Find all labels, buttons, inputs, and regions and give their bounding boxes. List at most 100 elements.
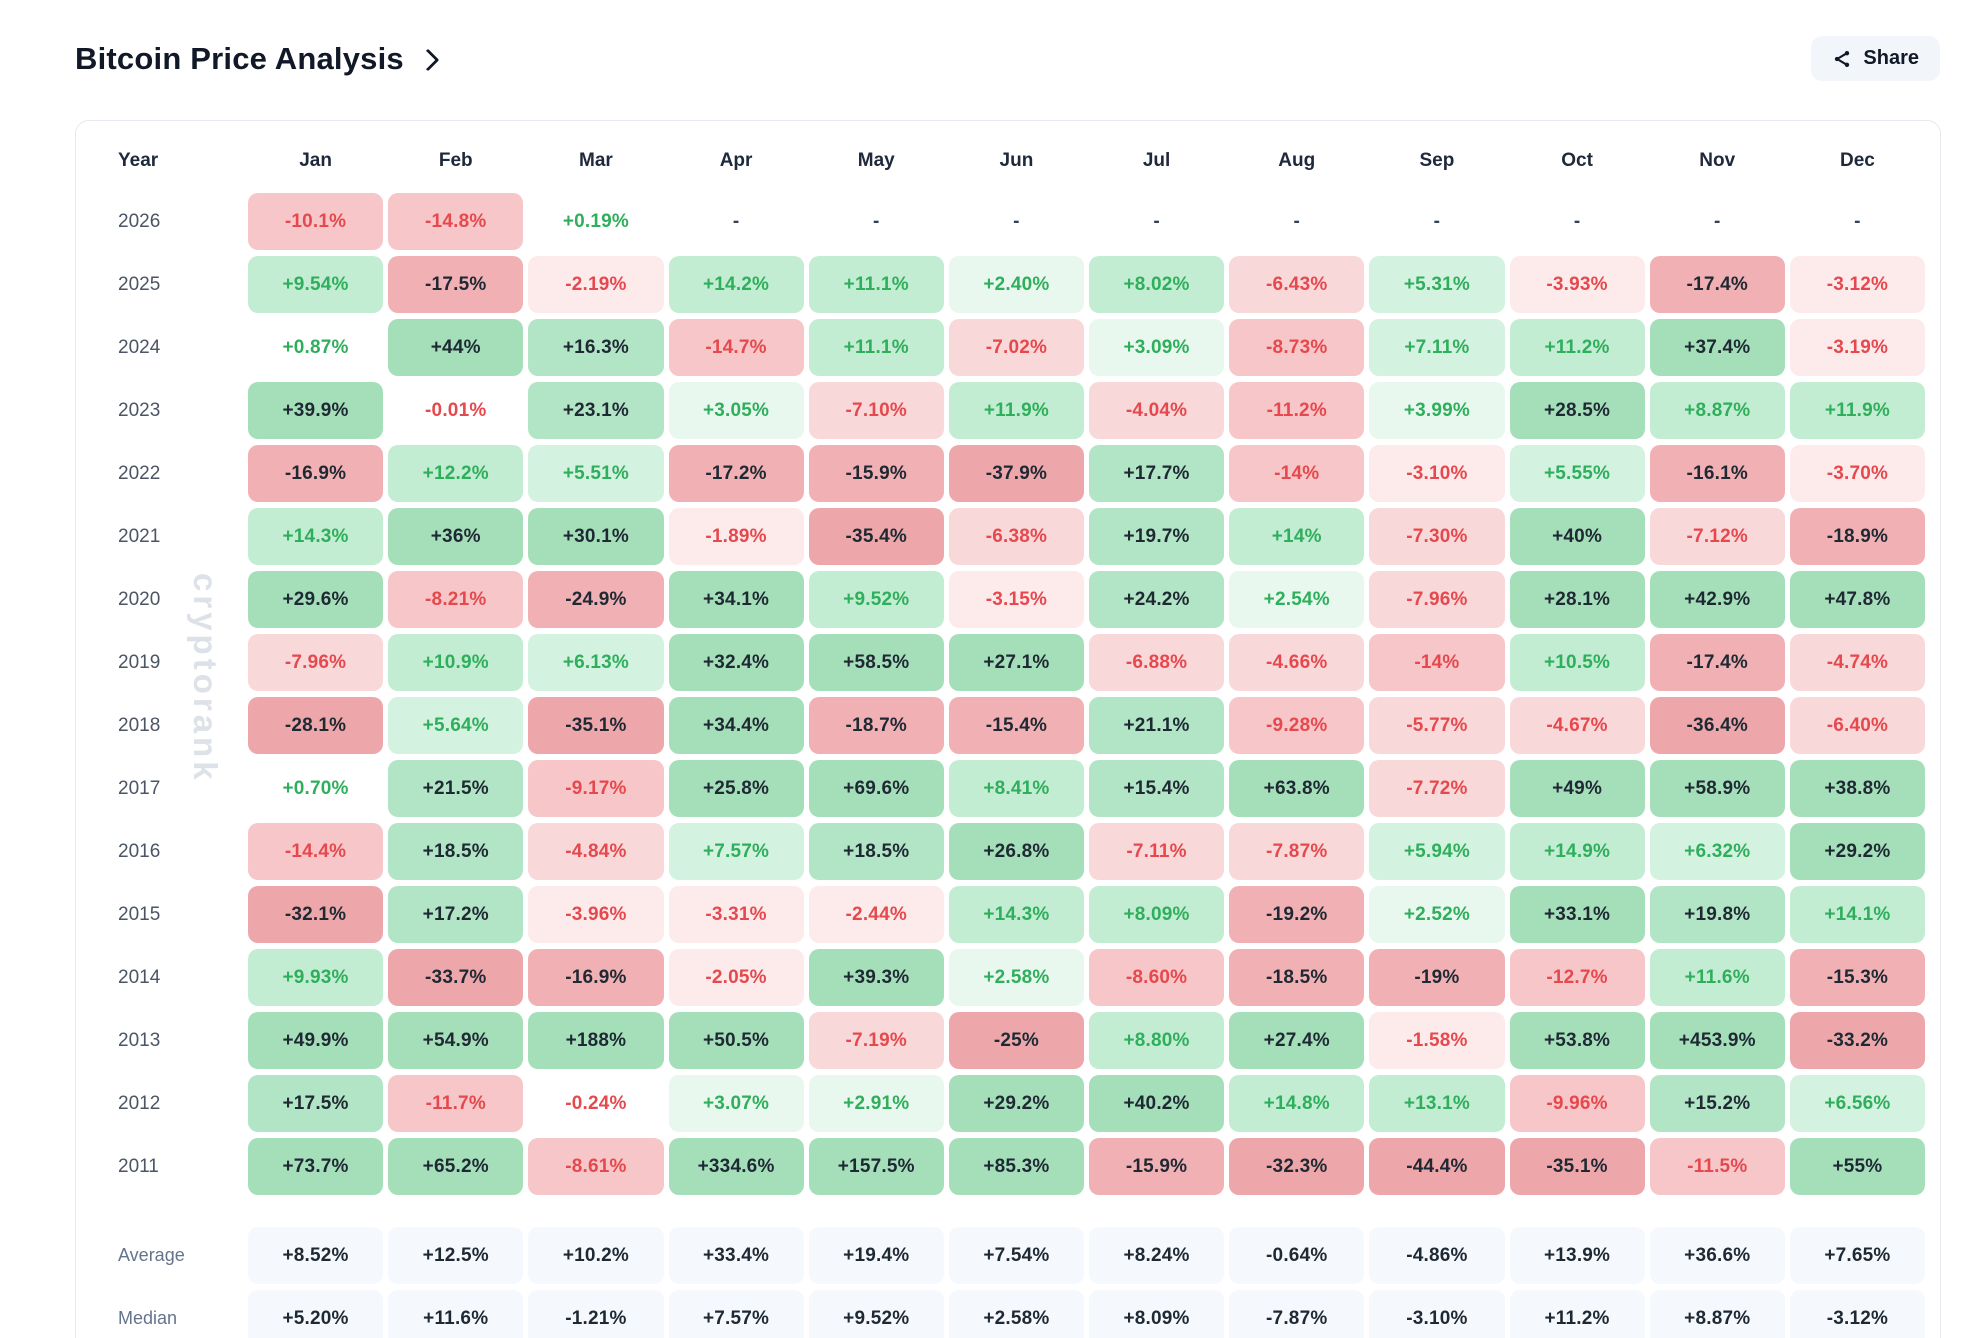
cell-2019-aug: -4.66% [1229, 634, 1365, 691]
cell-2017-dec: +38.8% [1789, 760, 1925, 817]
cell-2019-dec: -4.74% [1789, 634, 1925, 691]
cell-2015-mar: -3.96% [528, 886, 664, 943]
cell-2013-nov: +453.9% [1649, 1012, 1785, 1069]
cell-2024-jan: +0.87% [282, 336, 349, 358]
cell-2025-jan: +9.54% [248, 256, 384, 313]
cell-2013-mar: +188% [528, 1012, 664, 1069]
row-year-2020: 2020 [118, 588, 161, 610]
cell-2020-sep: -7.96% [1369, 571, 1505, 628]
cell-2021-aug: +14% [1229, 508, 1365, 565]
cell-2026-feb: -14.8% [388, 193, 524, 250]
cell-2011-oct: -35.1% [1509, 1138, 1645, 1195]
page-title: Bitcoin Price Analysis [75, 40, 404, 76]
cell-2020-dec: +47.8% [1789, 571, 1925, 628]
cell-2022-jul: +17.7% [1089, 445, 1225, 502]
cell-2022-oct: +5.55% [1509, 445, 1645, 502]
row-year-2026: 2026 [118, 210, 161, 232]
cell-2020-aug: +2.54% [1229, 571, 1365, 628]
cell-2013-jun: -25% [948, 1012, 1084, 1069]
cell-2015-feb: +17.2% [388, 886, 524, 943]
cell-2011-apr: +334.6% [668, 1138, 804, 1195]
cell-2018-jun: -15.4% [948, 697, 1084, 754]
cell-2024-feb: +44% [388, 319, 524, 376]
cell-2015-jul: +8.09% [1089, 886, 1225, 943]
column-header-sep: Sep [1419, 150, 1455, 171]
cell-2016-jun: +26.8% [948, 823, 1084, 880]
cell-2012-dec: +6.56% [1789, 1075, 1925, 1132]
cell-2019-mar: +6.13% [528, 634, 664, 691]
cell-2026-jun: - [1013, 210, 1020, 232]
cell-2022-nov: -16.1% [1649, 445, 1785, 502]
cell-2019-feb: +10.9% [388, 634, 524, 691]
cell-2011-aug: -32.3% [1229, 1138, 1365, 1195]
cell-2026-apr: - [732, 210, 740, 232]
cell-2024-jul: +3.09% [1089, 319, 1225, 376]
share-icon [1835, 50, 1850, 67]
cell-2019-oct: +10.5% [1509, 634, 1645, 691]
cell-2011-dec: +55% [1789, 1138, 1925, 1195]
summary-cell-average-may: +19.4% [808, 1227, 944, 1284]
cell-2019-nov: -17.4% [1649, 634, 1785, 691]
column-header-oct: Oct [1561, 150, 1593, 171]
cell-2026-jul: - [1153, 210, 1160, 232]
cell-2021-apr: -1.89% [668, 508, 804, 565]
summary-cell-average-jun: +7.54% [948, 1227, 1084, 1284]
cell-2017-apr: +25.8% [668, 760, 804, 817]
row-year-2013: 2013 [118, 1029, 161, 1051]
cell-2011-jun: +85.3% [948, 1138, 1084, 1195]
cell-2021-feb: +36% [388, 508, 524, 565]
summary-cell-average-apr: +33.4% [668, 1227, 804, 1284]
row-year-2018: 2018 [118, 714, 161, 736]
cell-2017-jan: +0.70% [282, 777, 349, 799]
cell-2015-jan: -32.1% [248, 886, 384, 943]
cell-2018-may: -18.7% [808, 697, 944, 754]
column-header-jun: Jun [999, 150, 1034, 171]
cell-2019-jan: -7.96% [248, 634, 384, 691]
summary-cell-median-may: +9.52% [808, 1290, 944, 1338]
cell-2024-sep: +7.11% [1369, 319, 1505, 376]
cell-2018-dec: -6.40% [1789, 697, 1925, 754]
cell-2017-nov: +58.9% [1649, 760, 1785, 817]
cell-2020-nov: +42.9% [1649, 571, 1785, 628]
cell-2015-may: -2.44% [808, 886, 944, 943]
cell-2015-dec: +14.1% [1789, 886, 1925, 943]
row-year-2021: 2021 [118, 525, 161, 547]
cell-2013-apr: +50.5% [668, 1012, 804, 1069]
column-header-dec: Dec [1839, 150, 1875, 171]
cell-2026-mar: +0.19% [562, 210, 629, 232]
cell-2018-mar: -35.1% [528, 697, 664, 754]
page-title-link[interactable]: Bitcoin Price Analysis [75, 40, 440, 77]
row-year-2011: 2011 [118, 1155, 159, 1177]
cell-2023-jan: +39.9% [248, 382, 384, 439]
cell-2016-may: +18.5% [808, 823, 944, 880]
cell-2026-sep: - [1433, 210, 1441, 232]
cell-2023-oct: +28.5% [1509, 382, 1645, 439]
row-year-2025: 2025 [118, 273, 161, 295]
cell-2020-jun: -3.15% [948, 571, 1084, 628]
cell-2019-jul: -6.88% [1089, 634, 1225, 691]
summary-cell-average-dec: +7.65% [1789, 1227, 1925, 1284]
cell-2015-oct: +33.1% [1509, 886, 1645, 943]
column-header-jul: Jul [1142, 150, 1171, 171]
cell-2024-mar: +16.3% [528, 319, 664, 376]
summary-cell-median-nov: +8.87% [1649, 1290, 1785, 1338]
cell-2013-aug: +27.4% [1229, 1012, 1365, 1069]
cell-2024-aug: -8.73% [1229, 319, 1365, 376]
summary-cell-median-sep: -3.10% [1369, 1290, 1505, 1338]
cell-2014-jul: -8.60% [1089, 949, 1225, 1006]
cell-2024-apr: -14.7% [668, 319, 804, 376]
row-year-2015: 2015 [118, 903, 161, 925]
cell-2014-apr: -2.05% [668, 949, 804, 1006]
watermark: cryptorank [187, 573, 224, 784]
cell-2011-nov: -11.5% [1649, 1138, 1785, 1195]
cell-2025-jul: +8.02% [1089, 256, 1225, 313]
cell-2019-may: +58.5% [808, 634, 944, 691]
cell-2016-dec: +29.2% [1789, 823, 1925, 880]
cell-2016-jan: -14.4% [248, 823, 384, 880]
cell-2014-dec: -15.3% [1789, 949, 1925, 1006]
summary-cell-average-sep: -4.86% [1369, 1227, 1505, 1284]
cell-2016-nov: +6.32% [1649, 823, 1785, 880]
share-button[interactable]: Share [1811, 36, 1940, 81]
cell-2023-feb: -0.01% [425, 399, 487, 421]
cell-2022-may: -15.9% [808, 445, 944, 502]
